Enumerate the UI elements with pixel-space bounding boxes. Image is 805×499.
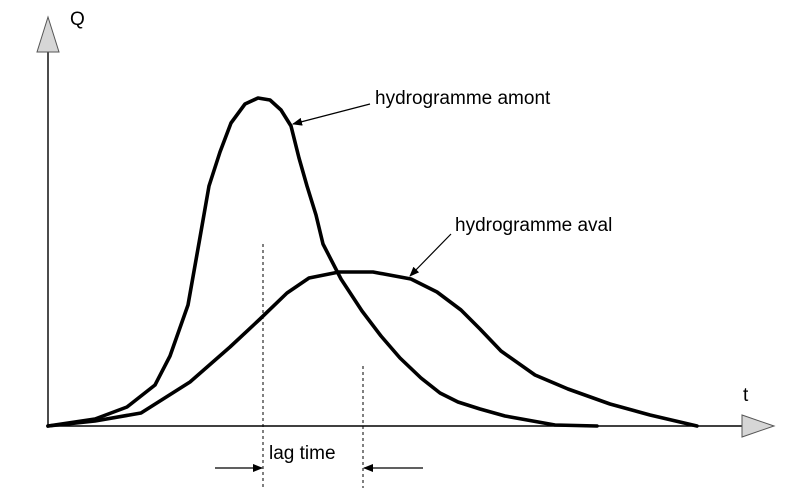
lag-time-label: lag time [269,443,336,464]
x-axis-arrowhead [741,414,776,438]
y-axis-arrowhead [36,15,60,53]
downstream-hydrograph-label: hydrogramme aval [455,215,612,236]
downstream-leader-arrow [409,233,452,277]
x-axis-label: t [743,385,749,406]
upstream-hydrograph-label: hydrogramme amont [375,88,551,109]
upstream-hydrograph-curve [46,96,599,428]
y-axis-label: Q [70,9,85,30]
downstream-hydrograph-curve [46,270,699,428]
upstream-leader-arrow [292,103,371,126]
